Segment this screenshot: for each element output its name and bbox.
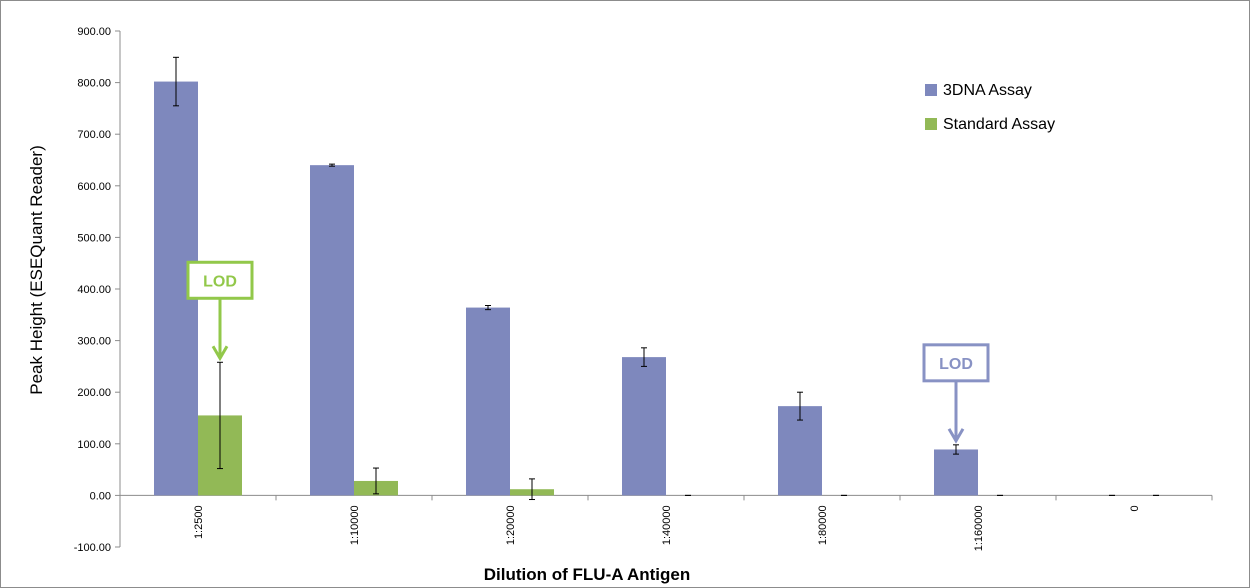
y-axis-title: Peak Height (ESEQuant Reader) bbox=[27, 145, 46, 394]
lod-annotations: LOD LOD bbox=[186, 260, 990, 444]
y-tick-label: 600.00 bbox=[77, 181, 111, 193]
x-tick-label: 1:160000 bbox=[973, 505, 985, 551]
bar-0-3 bbox=[622, 357, 666, 496]
y-tick-label: 0.00 bbox=[90, 490, 111, 502]
legend-label-0: 3DNA Assay bbox=[943, 82, 1032, 99]
x-tick-label: 1:10000 bbox=[349, 505, 361, 545]
bar-0-5 bbox=[934, 449, 978, 496]
x-axis: 1:2500 1:10000 1:20000 1:40000 1:80000 1:1600… bbox=[119, 494, 1213, 551]
y-tick-label: 100.00 bbox=[77, 439, 111, 451]
lod-arrow-head bbox=[947, 428, 965, 444]
x-tick-label: 1:20000 bbox=[505, 505, 517, 545]
bar-0-1 bbox=[310, 165, 354, 496]
y-tick-label: 300.00 bbox=[77, 336, 111, 348]
x-tick-label: 0 bbox=[1129, 505, 1141, 511]
y-tick-label: 400.00 bbox=[77, 284, 111, 296]
y-axis: 900.00 800.00 700.00 600.00 500.00 400.00 300.… bbox=[74, 26, 121, 554]
legend-swatch-0 bbox=[925, 84, 937, 96]
lod-label: LOD bbox=[939, 356, 973, 373]
y-tick-label: 700.00 bbox=[77, 129, 111, 141]
legend-swatch-1 bbox=[925, 118, 937, 130]
y-tick-label: 800.00 bbox=[77, 78, 111, 90]
legend-label-1: Standard Assay bbox=[943, 116, 1055, 133]
lod-box bbox=[186, 260, 254, 300]
y-tick-label: 500.00 bbox=[77, 232, 111, 244]
bar-0-4 bbox=[778, 406, 822, 496]
x-tick-label: 1:80000 bbox=[817, 505, 829, 545]
y-tick-label: -100.00 bbox=[74, 542, 111, 554]
error-bars bbox=[173, 56, 1159, 501]
bars bbox=[154, 81, 978, 496]
y-tick-label: 900.00 bbox=[77, 26, 111, 38]
lod-arrow-head bbox=[211, 345, 229, 362]
x-tick-label: 1:2500 bbox=[193, 505, 205, 539]
y-tick-label: 200.00 bbox=[77, 387, 111, 399]
x-tick-label: 1:40000 bbox=[661, 505, 673, 545]
legend: 3DNA Assay Standard Assay bbox=[925, 82, 1055, 133]
lod-label: LOD bbox=[203, 273, 237, 290]
x-axis-title: Dilution of FLU-A Antigen bbox=[484, 565, 690, 584]
bar-0-2 bbox=[466, 307, 510, 496]
